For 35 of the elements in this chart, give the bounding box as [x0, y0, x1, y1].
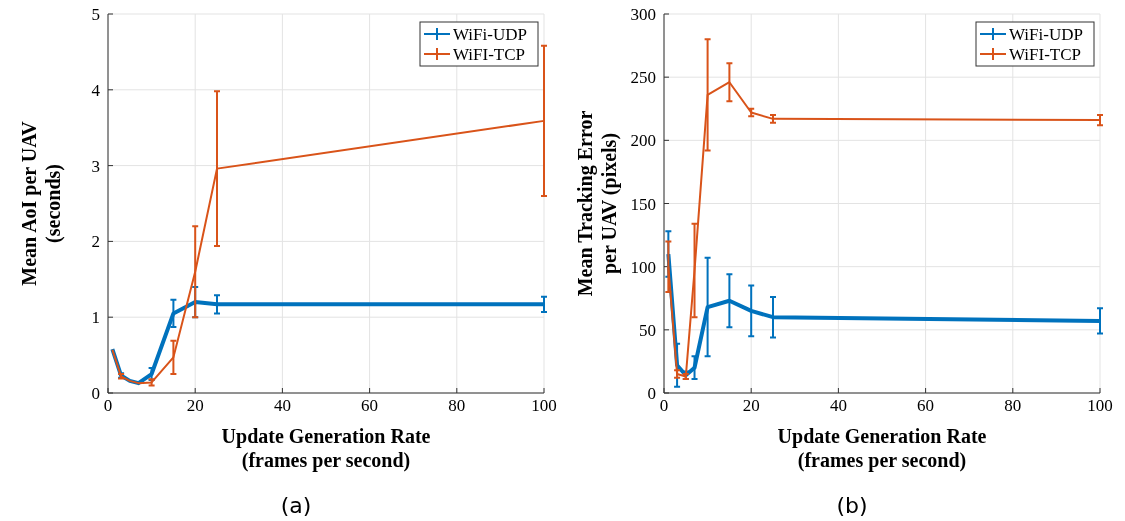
x-axis-title: Update Generation Rate (frames per second) — [777, 425, 987, 472]
legend-label: WiFi-UDP — [453, 25, 527, 44]
x-tick-label: 0 — [659, 396, 669, 415]
y-tick-label: 0 — [91, 384, 100, 403]
x-tick-label: 20 — [186, 396, 204, 415]
y-axis-title: Mean Tracking Error per UAV (pixels) — [574, 110, 621, 297]
legend-label: WiFI-TCP — [453, 45, 526, 64]
x-tick-label: 20 — [742, 396, 760, 415]
y-axis-title: Mean AoI per UAV (seconds) — [18, 120, 65, 286]
y-tick-label: 150 — [630, 194, 656, 214]
y-tick-label: 300 — [630, 5, 656, 24]
text: (a) — [280, 493, 312, 518]
y-tick-label: 0 — [647, 384, 656, 403]
y-tick-label: 4 — [91, 80, 101, 100]
y-tick-label: 5 — [91, 5, 100, 24]
y-tick-label: 250 — [630, 68, 656, 88]
x-tick-label: 60 — [361, 396, 379, 415]
x-tick-label: 40 — [273, 396, 291, 415]
y-tick-label: 50 — [639, 320, 656, 340]
x-axis-title: Update Generation Rate (frames per second) — [221, 425, 431, 472]
x-tick-label: 40 — [829, 396, 847, 415]
y-tick-label: 200 — [630, 131, 656, 151]
x-tick-label: 100 — [1087, 396, 1113, 415]
x-tick-label: 60 — [917, 396, 935, 415]
legend-label: WiFi-UDP — [1009, 25, 1083, 44]
x-tick-label: 0 — [103, 396, 113, 415]
legend-label: WiFI-TCP — [1009, 45, 1082, 64]
y-tick-label: 1 — [91, 308, 100, 328]
x-tick-label: 100 — [531, 396, 557, 415]
y-tick-label: 100 — [630, 257, 656, 277]
y-tick-label: 3 — [91, 156, 100, 176]
y-tick-label: 2 — [91, 232, 100, 252]
text: (b) — [836, 493, 868, 518]
x-tick-label: 80 — [1004, 396, 1022, 415]
x-tick-label: 80 — [448, 396, 466, 415]
